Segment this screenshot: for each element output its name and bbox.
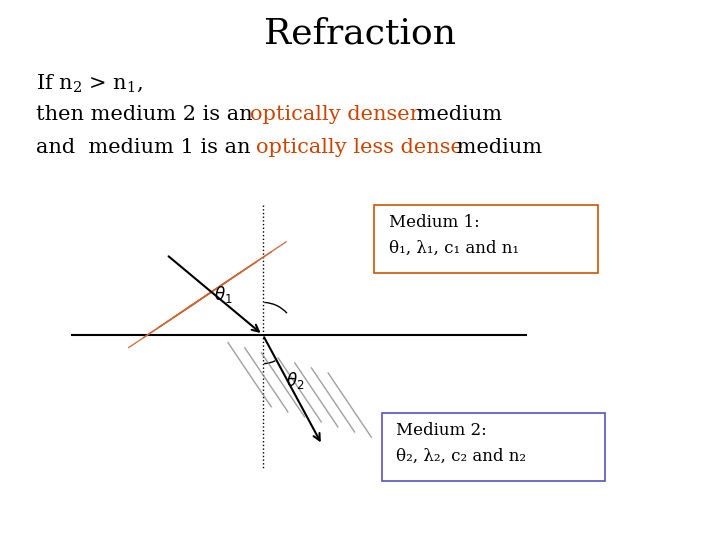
Text: optically less dense: optically less dense xyxy=(256,138,462,157)
Text: then medium 2 is an: then medium 2 is an xyxy=(36,105,259,124)
Text: Medium 1:: Medium 1: xyxy=(389,214,480,231)
Text: $\theta_1$: $\theta_1$ xyxy=(214,284,233,305)
Text: medium: medium xyxy=(410,105,503,124)
Text: medium: medium xyxy=(450,138,542,157)
Text: optically denser: optically denser xyxy=(250,105,420,124)
Text: $\theta_2$: $\theta_2$ xyxy=(286,370,305,391)
Text: Refraction: Refraction xyxy=(264,16,456,50)
FancyBboxPatch shape xyxy=(374,205,598,273)
Text: θ₁, λ₁, c₁ and n₁: θ₁, λ₁, c₁ and n₁ xyxy=(389,240,519,256)
Text: If $\mathregular{n_2}$ > $\mathregular{n_1}$,: If $\mathregular{n_2}$ > $\mathregular{n… xyxy=(36,73,143,94)
Text: Medium 2:: Medium 2: xyxy=(396,422,487,439)
FancyBboxPatch shape xyxy=(382,413,605,481)
Text: and  medium 1 is an: and medium 1 is an xyxy=(36,138,257,157)
Text: θ₂, λ₂, c₂ and n₂: θ₂, λ₂, c₂ and n₂ xyxy=(396,448,526,464)
